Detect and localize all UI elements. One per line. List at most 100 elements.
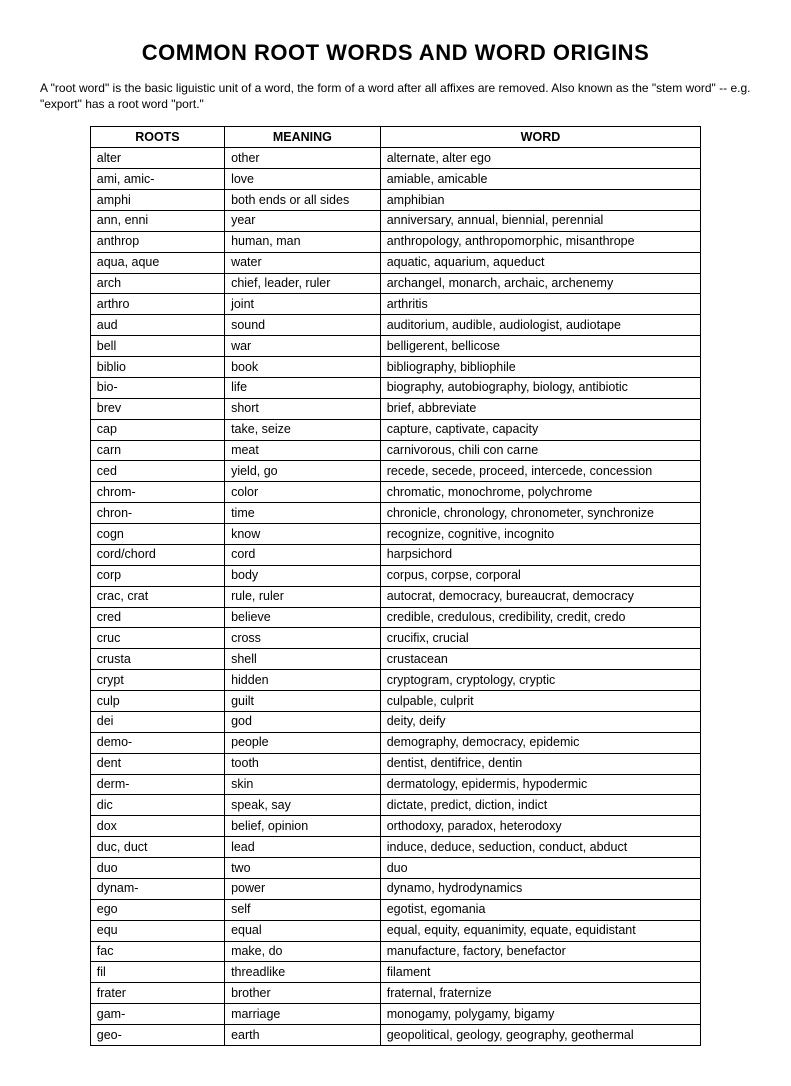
header-meaning: MEANING [225,127,381,148]
cell-meaning: color [225,482,381,503]
cell-root: ann, enni [90,210,224,231]
table-row: crypthiddencryptogram, cryptology, crypt… [90,670,700,691]
cell-word: egotist, egomania [380,899,701,920]
cell-word: amphibian [380,190,701,211]
cell-meaning: earth [225,1025,381,1046]
table-row: doxbelief, opinionorthodoxy, paradox, he… [90,816,700,837]
cell-root: dox [90,816,224,837]
table-row: ann, enniyearanniversary, annual, bienni… [90,210,700,231]
table-row: bellwarbelligerent, bellicose [90,336,700,357]
cell-root: chrom- [90,482,224,503]
cell-word: filament [380,962,701,983]
table-body: alterotheralternate, alter egoami, amic-… [90,148,700,1046]
cell-word: anthropology, anthropomorphic, misanthro… [380,231,701,252]
table-row: credbelievecredible, credulous, credibil… [90,607,700,628]
table-row: culpguiltculpable, culprit [90,691,700,712]
table-row: duotwoduo [90,858,700,879]
cell-root: corp [90,565,224,586]
cell-word: belligerent, bellicose [380,336,701,357]
cell-root: cogn [90,524,224,545]
cell-root: alter [90,148,224,169]
table-row: facmake, domanufacture, factory, benefac… [90,941,700,962]
cell-root: brev [90,398,224,419]
cell-word: fraternal, fraternize [380,983,701,1004]
cell-meaning: tooth [225,753,381,774]
cell-meaning: other [225,148,381,169]
cell-meaning: speak, say [225,795,381,816]
cell-meaning: skin [225,774,381,795]
table-row: duc, ductleadinduce, deduce, seduction, … [90,837,700,858]
cell-word: biography, autobiography, biology, antib… [380,377,701,398]
cell-root: cruc [90,628,224,649]
cell-word: crustacean [380,649,701,670]
cell-word: geopolitical, geology, geography, geothe… [380,1025,701,1046]
cell-root: dent [90,753,224,774]
cell-word: credible, credulous, credibility, credit… [380,607,701,628]
root-words-table: ROOTS MEANING WORD alterotheralternate, … [90,126,701,1046]
cell-word: dermatology, epidermis, hypodermic [380,774,701,795]
table-row: bibliobookbibliography, bibliophile [90,357,700,378]
cell-word: culpable, culprit [380,691,701,712]
table-row: chrom-colorchromatic, monochrome, polych… [90,482,700,503]
cell-root: culp [90,691,224,712]
table-row: anthrophuman, mananthropology, anthropom… [90,231,700,252]
cell-word: harpsichord [380,544,701,565]
cell-root: cap [90,419,224,440]
table-row: denttoothdentist, dentifrice, dentin [90,753,700,774]
cell-meaning: sound [225,315,381,336]
cell-root: amphi [90,190,224,211]
table-row: derm-skindermatology, epidermis, hypoder… [90,774,700,795]
cell-word: chronicle, chronology, chronometer, sync… [380,503,701,524]
cell-meaning: meat [225,440,381,461]
cell-root: arch [90,273,224,294]
table-row: dicspeak, saydictate, predict, diction, … [90,795,700,816]
cell-root: ced [90,461,224,482]
table-row: cedyield, gorecede, secede, proceed, int… [90,461,700,482]
cell-word: dynamo, hydrodynamics [380,878,701,899]
cell-meaning: equal [225,920,381,941]
page-title: COMMON ROOT WORDS AND WORD ORIGINS [40,40,751,66]
table-row: geo-earthgeopolitical, geology, geograph… [90,1025,700,1046]
table-header-row: ROOTS MEANING WORD [90,127,700,148]
cell-meaning: marriage [225,1004,381,1025]
cell-root: geo- [90,1025,224,1046]
cell-word: archangel, monarch, archaic, archenemy [380,273,701,294]
table-row: crac, cratrule, rulerautocrat, democracy… [90,586,700,607]
cell-word: auditorium, audible, audiologist, audiot… [380,315,701,336]
cell-meaning: water [225,252,381,273]
cell-meaning: make, do [225,941,381,962]
intro-text: A "root word" is the basic liguistic uni… [40,80,751,112]
cell-root: aqua, aque [90,252,224,273]
cell-meaning: hidden [225,670,381,691]
cell-word: anniversary, annual, biennial, perennial [380,210,701,231]
cell-meaning: time [225,503,381,524]
cell-root: bell [90,336,224,357]
cell-root: crypt [90,670,224,691]
cell-word: brief, abbreviate [380,398,701,419]
cell-word: deity, deify [380,711,701,732]
cell-meaning: joint [225,294,381,315]
table-row: crustashellcrustacean [90,649,700,670]
table-wrap: ROOTS MEANING WORD alterotheralternate, … [90,126,701,1046]
table-row: aqua, aquewateraquatic, aquarium, aquedu… [90,252,700,273]
cell-root: demo- [90,732,224,753]
cell-word: autocrat, democracy, bureaucrat, democra… [380,586,701,607]
table-row: fraterbrotherfraternal, fraternize [90,983,700,1004]
cell-word: dictate, predict, diction, indict [380,795,701,816]
cell-word: equal, equity, equanimity, equate, equid… [380,920,701,941]
cell-root: ego [90,899,224,920]
table-row: cord/chordcordharpsichord [90,544,700,565]
cell-word: arthritis [380,294,701,315]
table-row: cruccrosscrucifix, crucial [90,628,700,649]
table-row: bio-lifebiography, autobiography, biolog… [90,377,700,398]
cell-root: duo [90,858,224,879]
cell-word: alternate, alter ego [380,148,701,169]
table-row: amphiboth ends or all sidesamphibian [90,190,700,211]
cell-meaning: short [225,398,381,419]
cell-meaning: self [225,899,381,920]
cell-meaning: lead [225,837,381,858]
cell-word: corpus, corpse, corporal [380,565,701,586]
cell-root: crusta [90,649,224,670]
table-row: dynam-powerdynamo, hydrodynamics [90,878,700,899]
cell-meaning: know [225,524,381,545]
